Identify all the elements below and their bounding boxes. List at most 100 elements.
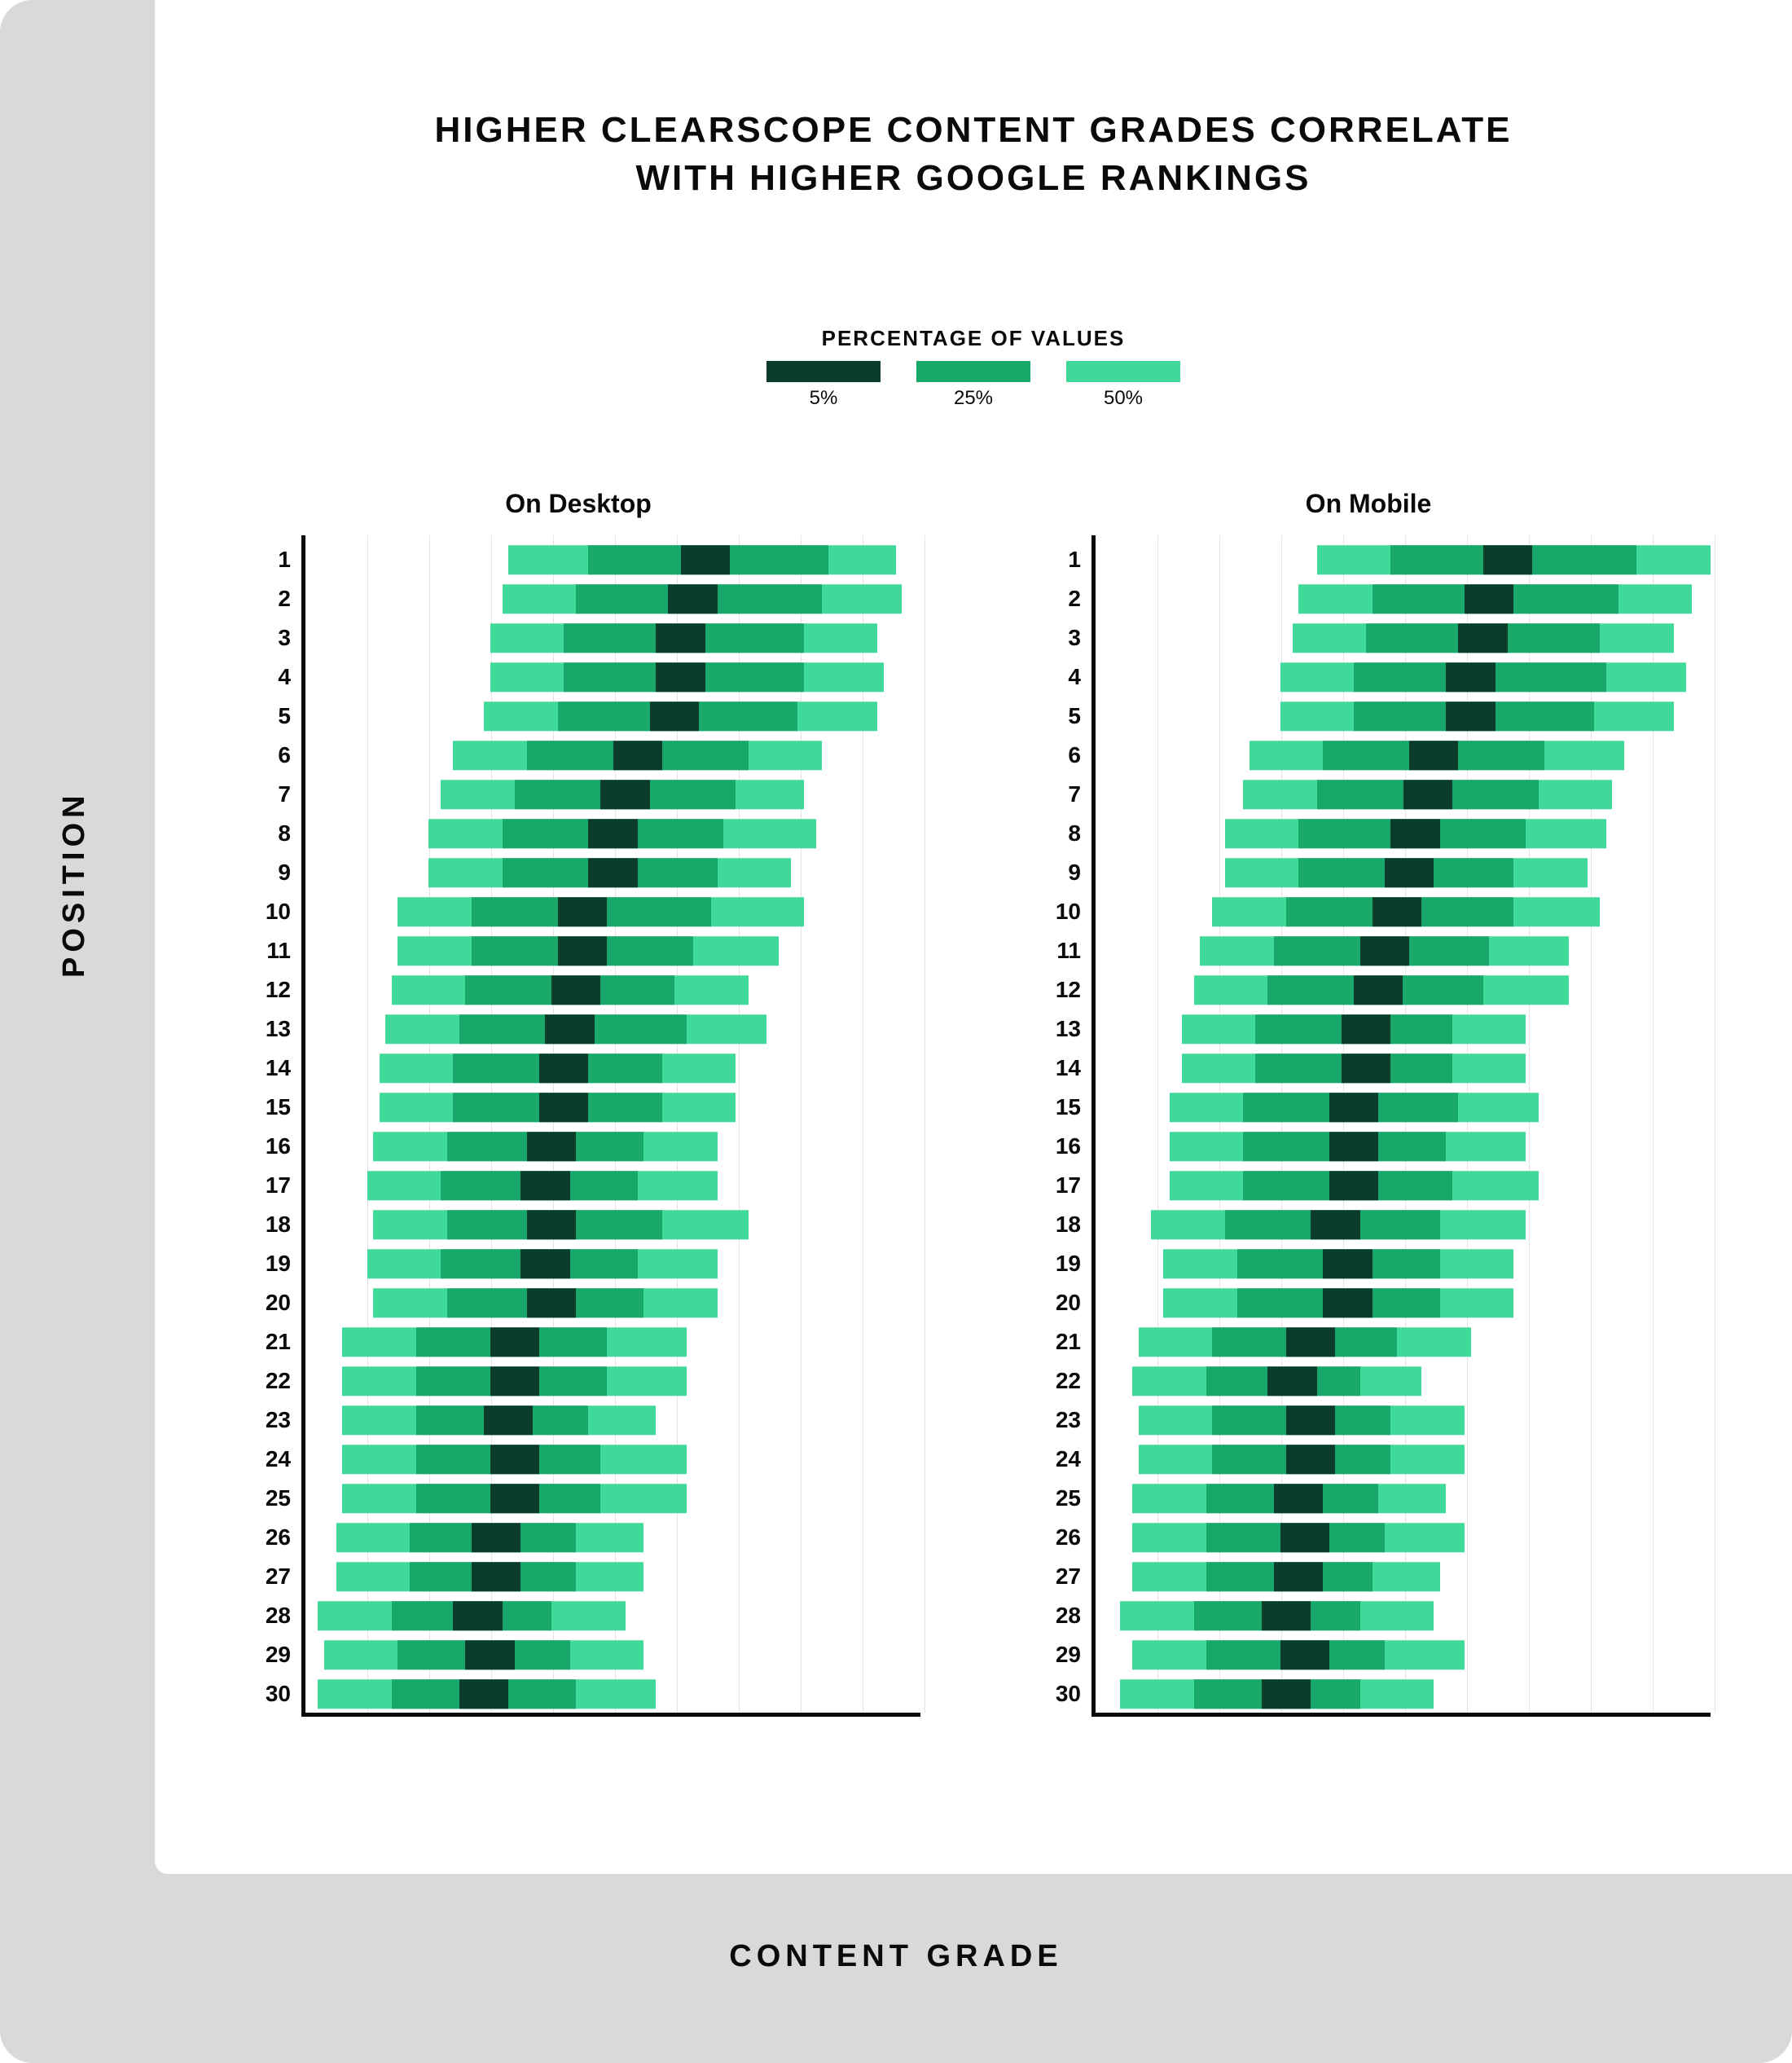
bar-track	[305, 1635, 920, 1674]
bar-track	[305, 1401, 920, 1440]
bar-track	[305, 1674, 920, 1713]
band-p5	[1262, 1601, 1311, 1630]
band-p5	[1385, 858, 1434, 887]
chart-row: 29	[305, 1635, 920, 1674]
position-label: 2	[278, 586, 305, 612]
position-label: 3	[278, 625, 305, 651]
band-p5	[551, 975, 600, 1005]
band-p5	[453, 1601, 502, 1630]
legend-label: 5%	[810, 387, 838, 410]
band-p5	[613, 741, 662, 770]
position-label: 22	[1056, 1368, 1096, 1394]
position-label: 27	[266, 1564, 305, 1590]
chart-row: 3	[1096, 618, 1711, 658]
band-p5	[484, 1405, 533, 1435]
band-p5	[1286, 1327, 1335, 1357]
bar-track	[305, 618, 920, 658]
bar-track	[1096, 697, 1711, 736]
position-label: 23	[266, 1407, 305, 1433]
bar-track	[1096, 1127, 1711, 1166]
chart-row: 11	[305, 931, 920, 970]
legend-item: 50%	[1066, 361, 1180, 410]
chart-row: 26	[1096, 1518, 1711, 1557]
position-label: 28	[1056, 1603, 1096, 1629]
chart-row: 12	[305, 970, 920, 1010]
band-p5	[520, 1171, 569, 1200]
band-p5	[472, 1562, 520, 1591]
position-label: 27	[1056, 1564, 1096, 1590]
bar-track	[305, 1244, 920, 1283]
chart-row: 2	[305, 579, 920, 618]
chart-row: 20	[305, 1283, 920, 1322]
bar-track	[305, 540, 920, 579]
position-label: 10	[1056, 899, 1096, 925]
chart-row: 7	[305, 775, 920, 814]
bar-track	[305, 1361, 920, 1401]
bar-track	[305, 892, 920, 931]
chart-row: 4	[1096, 658, 1711, 697]
bar-track	[1096, 931, 1711, 970]
position-label: 29	[1056, 1642, 1096, 1668]
position-label: 22	[266, 1368, 305, 1394]
chart-row: 4	[305, 658, 920, 697]
bar-track	[1096, 1596, 1711, 1635]
bar-track	[305, 697, 920, 736]
legend-label: 50%	[1104, 387, 1143, 410]
bar-track	[305, 970, 920, 1010]
legend-swatch	[1066, 361, 1180, 382]
chart-row: 28	[1096, 1596, 1711, 1635]
bar-track	[1096, 1674, 1711, 1713]
band-p5	[527, 1210, 576, 1239]
chart-row: 5	[1096, 697, 1711, 736]
panel-title: On Desktop	[505, 489, 652, 519]
band-p5	[490, 1327, 539, 1357]
chart-row: 6	[1096, 736, 1711, 775]
position-label: 30	[1056, 1681, 1096, 1707]
position-label: 18	[266, 1212, 305, 1238]
chart-row: 16	[1096, 1127, 1711, 1166]
chart-row: 17	[305, 1166, 920, 1205]
bar-track	[1096, 658, 1711, 697]
position-label: 24	[266, 1446, 305, 1472]
position-label: 4	[1068, 664, 1096, 690]
position-label: 6	[278, 742, 305, 768]
position-label: 16	[266, 1133, 305, 1159]
panel-title: On Mobile	[1306, 489, 1432, 519]
chart-row: 19	[1096, 1244, 1711, 1283]
band-p5	[490, 1366, 539, 1396]
band-p5	[1409, 741, 1458, 770]
position-label: 13	[266, 1016, 305, 1042]
band-p5	[527, 1132, 576, 1161]
position-label: 19	[1056, 1251, 1096, 1277]
bar-track	[1096, 540, 1711, 579]
position-label: 29	[266, 1642, 305, 1668]
chart-row: 21	[1096, 1322, 1711, 1361]
position-label: 8	[278, 820, 305, 847]
position-label: 5	[1068, 703, 1096, 729]
bar-track	[305, 1010, 920, 1049]
chart-row: 25	[305, 1479, 920, 1518]
legend-title: PERCENTAGE OF VALUES	[822, 326, 1126, 351]
position-label: 15	[266, 1094, 305, 1120]
band-p5	[539, 1093, 588, 1122]
band-p5	[1390, 819, 1439, 848]
bar-track	[1096, 1205, 1711, 1244]
bar-track	[305, 931, 920, 970]
bar-track	[1096, 775, 1711, 814]
band-p5	[1373, 897, 1421, 926]
chart-panel: On Mobile1234567891011121314151617181920…	[1018, 489, 1719, 1717]
band-p5	[465, 1640, 514, 1669]
position-label: 26	[1056, 1524, 1096, 1551]
position-label: 17	[266, 1172, 305, 1199]
bar-track	[1096, 1557, 1711, 1596]
chart-row: 21	[305, 1322, 920, 1361]
position-label: 6	[1068, 742, 1096, 768]
band-p5	[527, 1288, 576, 1317]
chart-title: HIGHER CLEARSCOPE CONTENT GRADES CORRELA…	[155, 106, 1792, 203]
position-label: 9	[1068, 860, 1096, 886]
band-p5	[1323, 1288, 1372, 1317]
band-p5	[490, 1484, 539, 1513]
x-axis-label: CONTENT GRADE	[0, 1939, 1792, 1974]
bar-track	[305, 1440, 920, 1479]
bar-track	[305, 853, 920, 892]
